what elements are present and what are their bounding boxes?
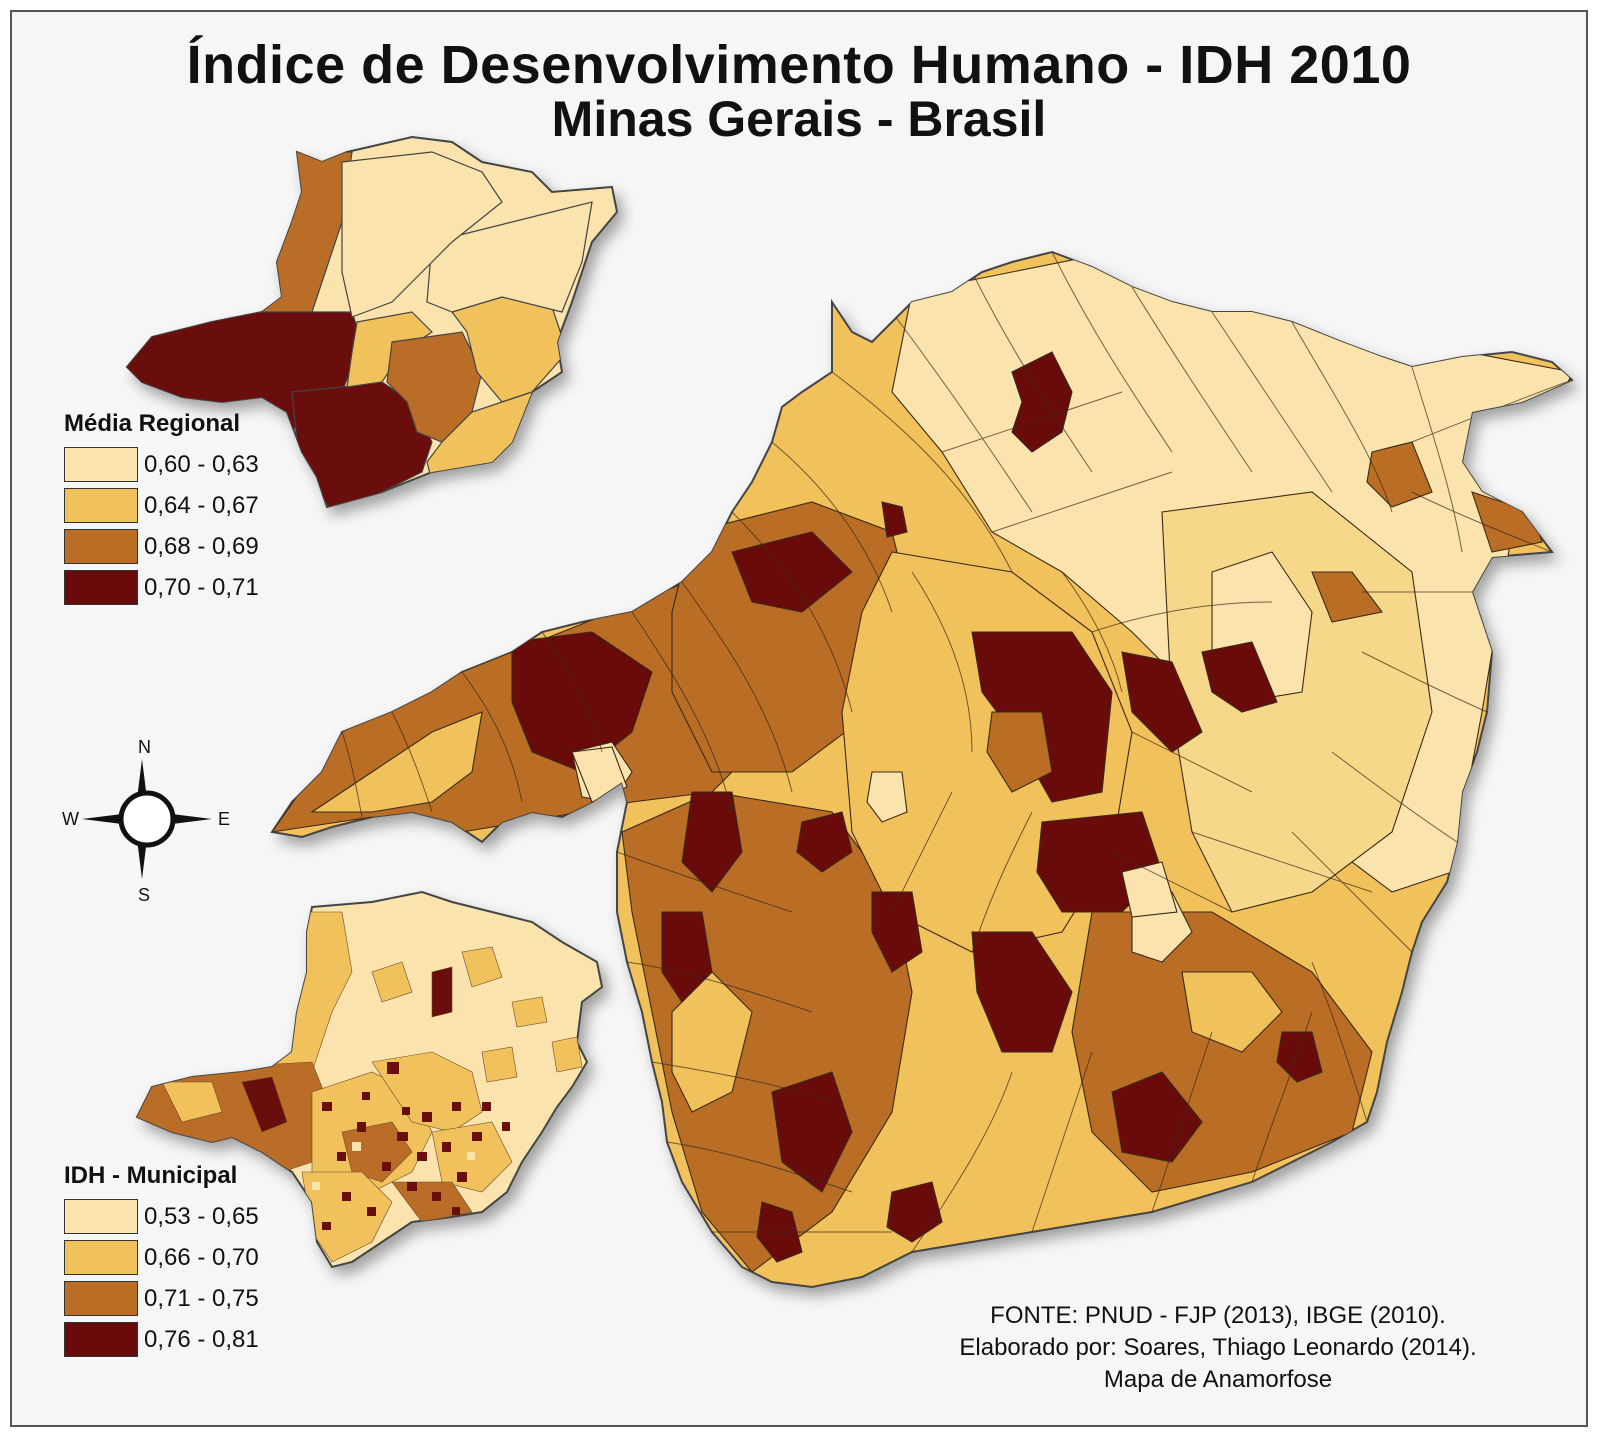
legend-regional-title: Média Regional	[64, 410, 241, 437]
legend-item: 0,64 - 0,67	[64, 485, 259, 526]
map-subtitle: Minas Gerais - Brasil	[551, 91, 1047, 147]
map-frame: Índice de Desenvolvimento Humano - IDH 2…	[10, 10, 1588, 1427]
map-title: Índice de Desenvolvimento Humano - IDH 2…	[186, 35, 1412, 95]
legend-swatch	[64, 1199, 138, 1234]
compass-south-label: S	[138, 885, 151, 905]
legend-label: 0,66 - 0,70	[144, 1243, 259, 1271]
compass-rose: N S W E	[62, 737, 242, 907]
legend-item: 0,70 - 0,71	[64, 567, 259, 608]
legend-swatch	[64, 447, 138, 482]
legend-item: 0,53 - 0,65	[64, 1196, 259, 1237]
legend-swatch	[64, 570, 138, 605]
legend-label: 0,70 - 0,71	[144, 573, 259, 601]
legend-item: 0,71 - 0,75	[64, 1278, 259, 1319]
legend-item: 0,60 - 0,63	[64, 444, 259, 485]
compass-icon	[82, 759, 212, 879]
source-line: FONTE: PNUD - FJP (2013), IBGE (2010).	[990, 1302, 1446, 1329]
legend-label: 0,60 - 0,63	[144, 450, 259, 478]
map-type-line: Mapa de Anamorfose	[1103, 1366, 1333, 1393]
compass-east-label: E	[218, 809, 231, 829]
municipal-idh-inset-map	[135, 890, 604, 1269]
map-canvas	[125, 135, 1574, 1289]
legend-municipal: IDH - Municipal 0,53 - 0,65 0,66 - 0,70 …	[64, 1162, 259, 1360]
legend-swatch	[64, 1240, 138, 1275]
compass-west-label: W	[62, 809, 79, 829]
legend-label: 0,53 - 0,65	[144, 1202, 259, 1230]
author-line: Elaborado por: Soares, Thiago Leonardo (…	[959, 1334, 1477, 1361]
compass-north-label: N	[138, 737, 151, 757]
legend-swatch	[64, 1281, 138, 1316]
legend-item: 0,66 - 0,70	[64, 1237, 259, 1278]
legend-label: 0,68 - 0,69	[144, 532, 259, 560]
main-cartogram-map	[270, 250, 1574, 1289]
source-credits: FONTE: PNUD - FJP (2013), IBGE (2010). E…	[868, 1300, 1568, 1396]
legend-municipal-title: IDH - Municipal	[64, 1162, 238, 1189]
legend-label: 0,71 - 0,75	[144, 1284, 259, 1312]
legend-label: 0,64 - 0,67	[144, 491, 259, 519]
legend-swatch	[64, 529, 138, 564]
legend-item: 0,68 - 0,69	[64, 526, 259, 567]
regional-average-inset-map	[125, 135, 619, 509]
legend-label: 0,76 - 0,81	[144, 1325, 259, 1353]
legend-swatch	[64, 488, 138, 523]
legend-swatch	[64, 1322, 138, 1357]
legend-item: 0,76 - 0,81	[64, 1319, 259, 1360]
legend-regional: Média Regional 0,60 - 0,63 0,64 - 0,67 0…	[64, 410, 259, 608]
